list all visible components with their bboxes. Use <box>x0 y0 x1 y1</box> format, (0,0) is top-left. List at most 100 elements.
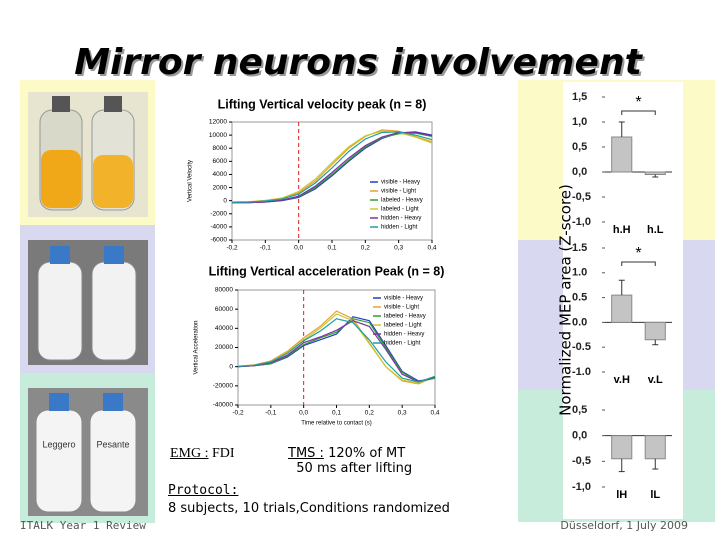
x-tick-label: 0,1 <box>332 410 341 417</box>
bar <box>611 435 633 460</box>
legend-label: visible - Heavy <box>384 296 423 302</box>
y-tick-label: 0,5 <box>572 141 587 153</box>
x-tick-label: -0,1 <box>265 410 277 417</box>
y-tick-label: 1,0 <box>572 116 587 128</box>
legend-label: hidden - Light <box>384 341 421 347</box>
x-tick-label: 0,3 <box>398 410 407 417</box>
y-tick-label: 0,5 <box>572 404 587 416</box>
x-tick-label: v.L <box>648 374 663 386</box>
footer-left: ITALK Year 1 Review <box>20 519 146 532</box>
bottle-label: Leggero <box>42 439 75 449</box>
series-line <box>237 318 436 383</box>
note-label: EMG : <box>170 446 209 461</box>
x-tick-label: 0,3 <box>394 245 403 252</box>
y-tick-label: -1,0 <box>572 216 591 228</box>
protocol-text: 8 subjects, 10 trials,Conditions randomi… <box>168 501 450 516</box>
y-tick-label: 0.0 <box>572 316 587 328</box>
chart-title: Lifting Vertical velocity peak (n = 8) <box>218 97 427 111</box>
y-tick-label: 1,5 <box>572 91 587 103</box>
x-tick-label: -0,1 <box>260 245 272 252</box>
emg-note: EMG : FDI <box>170 446 235 462</box>
y-tick-label: 0 <box>229 363 233 370</box>
y-tick-label: 0 <box>223 197 227 204</box>
y-tick-label: 0,0 <box>572 430 587 442</box>
y-tick-label: -0,5 <box>572 455 591 467</box>
y-tick-label: 12000 <box>209 119 227 126</box>
y-tick-label: 4000 <box>213 171 228 178</box>
y-tick-label: -40000 <box>213 402 234 409</box>
x-tick-label: 0,4 <box>427 245 436 252</box>
bar <box>611 136 633 173</box>
legend-label: hidden - Heavy <box>381 216 421 222</box>
series-line <box>237 310 436 385</box>
x-tick-label: 0,2 <box>365 410 374 417</box>
y-tick-label: -6000 <box>210 237 227 244</box>
y-tick-label: 80000 <box>215 287 233 294</box>
chart-title: Lifting Vertical acceleration Peak (n = … <box>209 264 445 278</box>
x-tick-label: 0,1 <box>327 245 336 252</box>
note-label: TMS : <box>288 446 324 461</box>
y-tick-label: 6000 <box>213 158 228 165</box>
note-value: 120% of MT <box>328 446 406 461</box>
series-line <box>237 320 436 383</box>
x-tick-label: -0,2 <box>232 410 244 417</box>
x-tick-label: h.L <box>647 224 664 236</box>
legend-label: hidden - Light <box>381 225 418 231</box>
significance-bracket <box>621 110 656 115</box>
y-tick-label: -2000 <box>210 210 227 217</box>
x-tick-label: 0,0 <box>299 410 308 417</box>
y-tick-label: 0,0 <box>572 166 587 178</box>
photo <box>28 92 148 217</box>
legend-label: hidden - Heavy <box>384 332 424 338</box>
y-tick-label: -4000 <box>210 224 227 231</box>
title-shadow: Mirror neurons involvement <box>76 44 645 85</box>
legend-label: visible - Light <box>381 189 416 195</box>
legend-label: visible - Light <box>384 305 419 311</box>
y-tick-label: 1.5 <box>572 242 587 254</box>
bottle-label: Pesante <box>96 439 129 449</box>
y-tick-label: -1,0 <box>572 481 591 493</box>
y-tick-label: -20000 <box>213 383 234 390</box>
x-tick-label: 0,2 <box>361 245 370 252</box>
footer-right: Düsseldorf, 1 July 2009 <box>560 519 688 532</box>
y-tick-label: 2000 <box>213 184 228 191</box>
y-tick-label: 8000 <box>213 145 228 152</box>
plot-area <box>237 289 436 406</box>
legend-label: labeled - Light <box>381 207 419 213</box>
y-tick-label: 1.0 <box>572 267 587 279</box>
x-tick-label: -0,2 <box>226 245 238 252</box>
legend-label: visible - Heavy <box>381 180 420 186</box>
photo: Leggero Pesante <box>28 388 148 516</box>
y-tick-label: 20000 <box>215 344 233 351</box>
x-tick-label: h.H <box>613 224 631 236</box>
bar <box>644 435 666 460</box>
y-axis-label: Normalized MEP area (Z-score) <box>557 184 575 416</box>
y-tick-label: -0.5 <box>572 341 591 353</box>
bar <box>644 171 666 175</box>
bar <box>644 321 666 341</box>
note-value: 50 ms after lifting <box>296 461 413 476</box>
x-tick-label: v.H <box>614 374 630 386</box>
note-value: FDI <box>212 446 235 461</box>
series-line <box>232 131 433 204</box>
x-tick-label: 0,0 <box>294 245 303 252</box>
protocol-label: Protocol: <box>168 483 239 498</box>
x-tick-label: lH <box>616 489 627 501</box>
y-tick-label: 0.5 <box>572 292 587 304</box>
x-tick-label: lL <box>650 489 660 501</box>
y-tick-label: 40000 <box>215 325 233 332</box>
series-line <box>237 318 436 383</box>
y-tick-label: -0,5 <box>572 191 591 203</box>
legend-label: labeled - Light <box>384 323 422 329</box>
legend-label: labeled - Heavy <box>381 198 423 204</box>
x-tick-label: 0,4 <box>430 410 439 417</box>
significance-mark: * <box>635 245 641 262</box>
y-tick-label: -1.0 <box>572 366 591 378</box>
legend-label: labeled - Heavy <box>384 314 426 320</box>
significance-mark: * <box>635 94 641 111</box>
significance-bracket <box>621 261 656 266</box>
photo <box>28 240 148 365</box>
slide-title: Mirror neurons involvement <box>74 42 643 83</box>
y-tick-label: 10000 <box>209 132 227 139</box>
